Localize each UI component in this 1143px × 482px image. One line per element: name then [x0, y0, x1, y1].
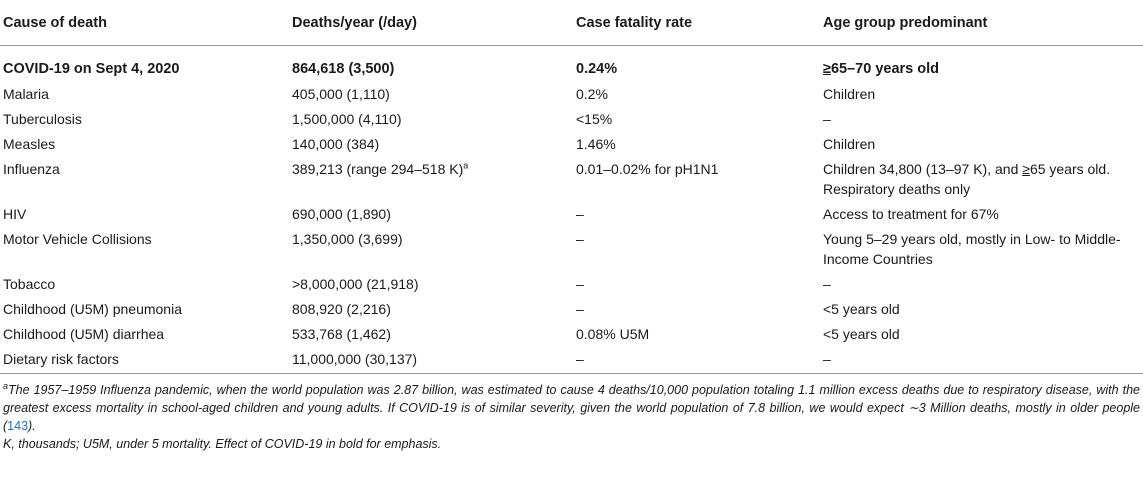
footnote-a: aThe 1957–1959 Influenza pandemic, when … [3, 381, 1140, 435]
cell-cfr: 1.46% [576, 136, 616, 152]
table-row: Childhood (U5M) pneumonia 808,920 (2,216… [0, 296, 1143, 321]
cell-deaths: 1,350,000 (3,699) [292, 231, 403, 247]
cell-cause: Dietary risk factors [0, 346, 286, 374]
cell-age: ≥65–70 years old [817, 46, 1143, 82]
cell-deaths: 1,500,000 (4,110) [292, 111, 402, 127]
cell-deaths: 389,213 (range 294–518 K)a [286, 156, 570, 201]
cell-cfr: – [576, 301, 584, 317]
cell-deaths: 140,000 (384) [292, 136, 380, 152]
cell-deaths: 533,768 (1,462) [292, 326, 391, 342]
header-cfr: Case fatality rate [570, 0, 817, 46]
reference-link[interactable]: 143 [7, 419, 29, 433]
cell-deaths: 808,920 (2,216) [292, 301, 391, 317]
cell-cause: Influenza [3, 161, 60, 177]
cell-cause: Childhood (U5M) diarrhea [3, 326, 165, 342]
cell-cfr: – [576, 231, 584, 247]
table-row: COVID-19 on Sept 4, 2020 864,618 (3,500)… [0, 46, 1143, 82]
cell-age: – [823, 276, 831, 292]
cell-age: – [817, 346, 1143, 374]
cell-cfr: 0.01–0.02% for pH1N1 [576, 161, 719, 177]
cell-cfr: 0.08% U5M [576, 326, 650, 342]
cell-age: Children [823, 86, 876, 102]
header-age: Age group predominant [817, 0, 1143, 46]
cell-cfr: – [570, 346, 817, 374]
cell-age: <5 years old [823, 301, 900, 317]
cell-deaths: 11,000,000 (30,137) [286, 346, 570, 374]
cell-age: Young 5–29 years old, mostly in Low- to … [823, 231, 1121, 267]
table-row: Tobacco >8,000,000 (21,918) – – [0, 271, 1143, 296]
cell-age: <5 years old [823, 326, 900, 342]
table-row: Malaria 405,000 (1,110) 0.2% Children [0, 81, 1143, 106]
table-row: Measles 140,000 (384) 1.46% Children [0, 131, 1143, 156]
table-row: HIV 690,000 (1,890) – Access to treatmen… [0, 201, 1143, 226]
cell-cause: Tuberculosis [3, 111, 82, 127]
cell-cause: Motor Vehicle Collisions [3, 231, 152, 247]
cell-cfr: 0.24% [576, 61, 618, 77]
footnote-mark: a [463, 160, 469, 171]
cell-cause: Measles [3, 136, 56, 152]
cell-deaths: 405,000 (1,110) [292, 86, 390, 102]
cell-age: Children 34,800 (13–97 K), and ≥65 years… [817, 156, 1143, 201]
table-footnotes: aThe 1957–1959 Influenza pandemic, when … [0, 381, 1143, 453]
cell-cfr: 0.2% [576, 86, 608, 102]
footnote-a-mark: a [3, 380, 9, 391]
table-row: Tuberculosis 1,500,000 (4,110) <15% – [0, 106, 1143, 131]
cell-cfr: – [576, 276, 584, 292]
ge-symbol: ≥ [1022, 161, 1030, 177]
age-text: 65 years old. Respiratory deaths only [823, 161, 1111, 197]
cell-age: – [823, 111, 831, 127]
table-row: Motor Vehicle Collisions 1,350,000 (3,69… [0, 226, 1143, 271]
footnote-abbreviations: K, thousands; U5M, under 5 mortality. Ef… [3, 437, 442, 451]
table-row: Childhood (U5M) diarrhea 533,768 (1,462)… [0, 321, 1143, 346]
footnote-a-text: The 1957–1959 Influenza pandemic, when t… [3, 383, 1140, 433]
cell-cause: Tobacco [3, 276, 56, 292]
cell-cause: COVID-19 on Sept 4, 2020 [3, 61, 180, 77]
ge-symbol: ≥ [823, 61, 831, 77]
cell-cfr: – [576, 206, 584, 222]
age-text: 65–70 years old [830, 61, 939, 77]
header-deaths: Deaths/year (/day) [286, 0, 570, 46]
cell-deaths: 690,000 (1,890) [292, 206, 391, 222]
header-cause: Cause of death [0, 0, 286, 46]
footnote-a-end: ). [28, 419, 36, 433]
cell-cfr: <15% [576, 111, 613, 127]
deaths-text: 389,213 (range 294–518 K) [292, 161, 464, 177]
cell-cause: Childhood (U5M) pneumonia [3, 301, 182, 317]
table-row: Dietary risk factors 11,000,000 (30,137)… [0, 346, 1143, 374]
cell-age: Access to treatment for 67% [823, 206, 999, 222]
header-row: Cause of death Deaths/year (/day) Case f… [0, 0, 1143, 46]
cell-deaths: 864,618 (3,500) [292, 61, 395, 77]
mortality-table: Cause of death Deaths/year (/day) Case f… [0, 0, 1143, 374]
cell-cause: HIV [3, 206, 27, 222]
table-row: Influenza 389,213 (range 294–518 K)a 0.0… [0, 156, 1143, 201]
cell-cause: Malaria [3, 86, 49, 102]
cell-deaths: >8,000,000 (21,918) [292, 276, 419, 292]
age-prefix: Children 34,800 (13–97 K), and [823, 161, 1023, 177]
cell-age: Children [823, 136, 876, 152]
